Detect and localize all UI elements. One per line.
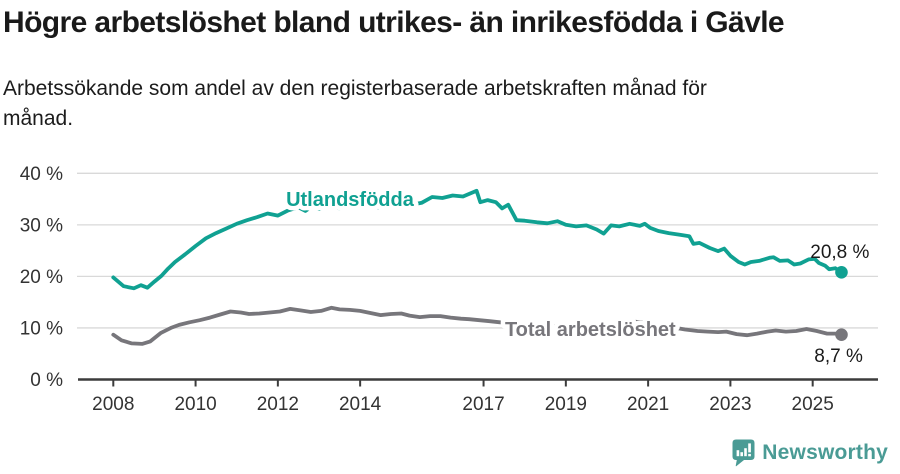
logo-exclamation-dot [748, 453, 752, 457]
x-tick-label-2010: 2010 [174, 394, 216, 415]
y-tick-label-0: 0 % [30, 370, 63, 391]
x-tick-label-2012: 2012 [257, 394, 299, 415]
x-tick-label-2021: 2021 [627, 394, 669, 415]
x-tick-label-2014: 2014 [339, 394, 382, 415]
y-tick-label-30: 30 % [20, 215, 63, 236]
x-tick-label-2025: 2025 [792, 394, 834, 415]
logo-bubble-shape [732, 439, 755, 467]
series-line-1 [111, 305, 844, 346]
series-label-1: Total arbetslöshet [505, 319, 676, 341]
series-end-dot-1 [835, 328, 848, 341]
y-tick-label-10: 10 % [20, 318, 63, 339]
y-tick-label-40: 40 % [20, 164, 63, 185]
logo-bar-1 [736, 450, 740, 457]
series-end-dot-0 [835, 265, 848, 279]
x-tick-label-2017: 2017 [462, 394, 504, 415]
y-tick-label-20: 20 % [20, 267, 63, 288]
x-tick-label-2008: 2008 [92, 394, 134, 415]
series-line-0 [111, 188, 844, 291]
x-tick-label-2019: 2019 [545, 394, 587, 415]
series-value-label-1: 8,7 % [814, 346, 863, 367]
chart-title: Högre arbetslöshet bland utrikes- än inr… [3, 6, 785, 39]
chart-subtitle: Arbetssökande som andel av den registerb… [3, 74, 843, 134]
logo-exclamation-bar [748, 443, 752, 453]
logo-bar-3 [744, 448, 748, 457]
chart-subtitle-line2: månad. [3, 107, 74, 130]
x-tick-label-2023: 2023 [709, 394, 751, 415]
logo-bar-2 [740, 452, 744, 457]
brand-name: Newsworthy [762, 441, 888, 464]
brand-footer-link[interactable]: Newsworthy [732, 438, 888, 468]
newsworthy-logo-icon [732, 439, 755, 467]
series-value-label-0: 20,8 % [810, 242, 869, 263]
chart-subtitle-line1: Arbetssökande som andel av den registerb… [3, 77, 707, 100]
series-label-0: Utlandsfödda [286, 189, 415, 211]
